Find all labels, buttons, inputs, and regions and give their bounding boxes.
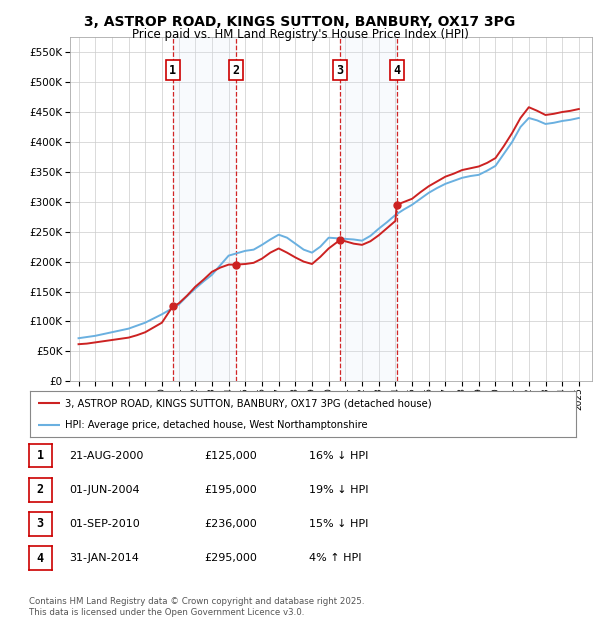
Text: 31-JAN-2014: 31-JAN-2014	[69, 553, 139, 563]
Text: 4: 4	[393, 64, 400, 77]
FancyBboxPatch shape	[333, 60, 347, 80]
FancyBboxPatch shape	[229, 60, 242, 80]
Bar	[340, 37, 397, 381]
Text: Price paid vs. HM Land Registry's House Price Index (HPI): Price paid vs. HM Land Registry's House …	[131, 28, 469, 41]
Text: £236,000: £236,000	[204, 519, 257, 529]
Text: 3, ASTROP ROAD, KINGS SUTTON, BANBURY, OX17 3PG (detached house): 3, ASTROP ROAD, KINGS SUTTON, BANBURY, O…	[65, 398, 432, 408]
Text: 01-JUN-2004: 01-JUN-2004	[69, 485, 140, 495]
Text: 3, ASTROP ROAD, KINGS SUTTON, BANBURY, OX17 3PG: 3, ASTROP ROAD, KINGS SUTTON, BANBURY, O…	[85, 16, 515, 30]
Text: £125,000: £125,000	[204, 451, 257, 461]
Bar	[173, 37, 236, 381]
Text: HPI: Average price, detached house, West Northamptonshire: HPI: Average price, detached house, West…	[65, 420, 368, 430]
Text: 19% ↓ HPI: 19% ↓ HPI	[309, 485, 368, 495]
Text: 2: 2	[37, 484, 44, 496]
Text: Contains HM Land Registry data © Crown copyright and database right 2025.
This d: Contains HM Land Registry data © Crown c…	[29, 598, 364, 617]
Text: 01-SEP-2010: 01-SEP-2010	[69, 519, 140, 529]
Text: 3: 3	[337, 64, 343, 77]
Text: 1: 1	[169, 64, 176, 77]
Text: 1: 1	[37, 450, 44, 462]
FancyBboxPatch shape	[166, 60, 179, 80]
Text: 2: 2	[232, 64, 239, 77]
Text: 4% ↑ HPI: 4% ↑ HPI	[309, 553, 361, 563]
Text: 15% ↓ HPI: 15% ↓ HPI	[309, 519, 368, 529]
Text: 21-AUG-2000: 21-AUG-2000	[69, 451, 143, 461]
Text: 16% ↓ HPI: 16% ↓ HPI	[309, 451, 368, 461]
Text: £295,000: £295,000	[204, 553, 257, 563]
Text: £195,000: £195,000	[204, 485, 257, 495]
Text: 3: 3	[37, 518, 44, 530]
FancyBboxPatch shape	[390, 60, 404, 80]
Text: 4: 4	[37, 552, 44, 564]
